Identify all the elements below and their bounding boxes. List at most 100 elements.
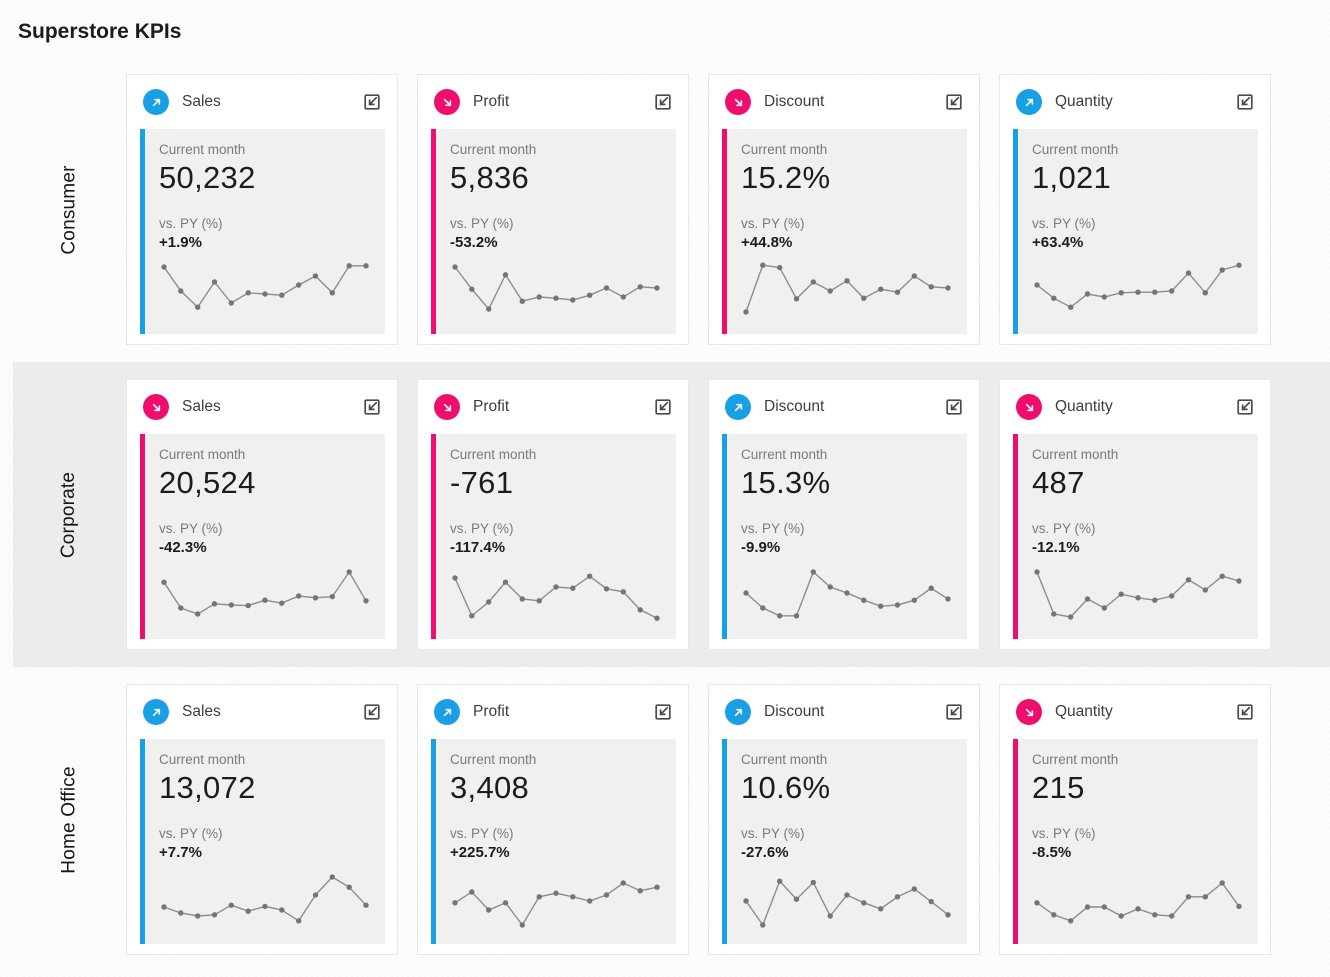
metric-title: Quantity bbox=[1055, 398, 1113, 415]
metric-title: Sales bbox=[182, 93, 221, 110]
current-month-value: 10.6% bbox=[741, 770, 831, 805]
current-month-label: Current month bbox=[1032, 447, 1119, 462]
metric-title: Quantity bbox=[1055, 93, 1113, 110]
kpi-panel: Current month 50,232 vs. PY (%) +1.9% bbox=[140, 129, 385, 334]
drill-down-icon[interactable] bbox=[944, 397, 964, 417]
current-month-value: 5,836 bbox=[450, 160, 530, 195]
metric-title: Discount bbox=[764, 93, 825, 110]
vs-py-value: +1.9% bbox=[159, 234, 202, 251]
kpi-card-home-office-discount: Discount Current month 10.6% vs. PY (%) … bbox=[708, 684, 980, 955]
drill-down-icon[interactable] bbox=[944, 92, 964, 112]
kpi-panel: Current month 13,072 vs. PY (%) +7.7% bbox=[140, 739, 385, 944]
drill-down-icon[interactable] bbox=[1235, 397, 1255, 417]
vs-py-label: vs. PY (%) bbox=[741, 826, 805, 841]
current-month-label: Current month bbox=[450, 752, 537, 767]
vs-py-value: -117.4% bbox=[450, 539, 506, 556]
segment-row-home-office: Home Office Sales Current month 13,072 v… bbox=[13, 667, 1330, 972]
kpi-panel: Current month 15.2% vs. PY (%) +44.8% bbox=[722, 129, 967, 334]
trend-up-icon bbox=[434, 699, 460, 725]
vs-py-value: +44.8% bbox=[741, 234, 793, 251]
vs-py-value: -27.6% bbox=[741, 844, 789, 861]
vs-py-value: +7.7% bbox=[159, 844, 202, 861]
sparkline-chart[interactable] bbox=[1032, 558, 1244, 628]
kpi-card-corporate-sales: Sales Current month 20,524 vs. PY (%) -4… bbox=[126, 379, 398, 650]
current-month-label: Current month bbox=[159, 142, 246, 157]
sparkline-chart[interactable] bbox=[741, 558, 953, 628]
sparkline-chart[interactable] bbox=[450, 253, 662, 323]
drill-down-icon[interactable] bbox=[362, 397, 382, 417]
sparkline-chart[interactable] bbox=[741, 863, 953, 933]
current-month-label: Current month bbox=[1032, 752, 1119, 767]
drill-down-icon[interactable] bbox=[653, 92, 673, 112]
kpi-card-home-office-quantity: Quantity Current month 215 vs. PY (%) -8… bbox=[999, 684, 1271, 955]
current-month-label: Current month bbox=[1032, 142, 1119, 157]
vs-py-value: -9.9% bbox=[741, 539, 781, 556]
kpi-card-corporate-discount: Discount Current month 15.3% vs. PY (%) … bbox=[708, 379, 980, 650]
current-month-value: 15.2% bbox=[741, 160, 831, 195]
sparkline-chart[interactable] bbox=[450, 863, 662, 933]
row-label-home-office: Home Office bbox=[58, 765, 80, 874]
metric-title: Sales bbox=[182, 703, 221, 720]
vs-py-label: vs. PY (%) bbox=[159, 216, 223, 231]
kpi-card-consumer-profit: Profit Current month 5,836 vs. PY (%) -5… bbox=[417, 74, 689, 345]
kpi-panel: Current month 3,408 vs. PY (%) +225.7% bbox=[431, 739, 676, 944]
metric-title: Profit bbox=[473, 93, 510, 110]
vs-py-value: -42.3% bbox=[159, 539, 207, 556]
vs-py-value: +225.7% bbox=[450, 844, 510, 861]
vs-py-label: vs. PY (%) bbox=[1032, 216, 1096, 231]
current-month-label: Current month bbox=[741, 142, 828, 157]
trend-down-icon bbox=[143, 394, 169, 420]
kpi-panel: Current month 5,836 vs. PY (%) -53.2% bbox=[431, 129, 676, 334]
vs-py-label: vs. PY (%) bbox=[741, 521, 805, 536]
current-month-label: Current month bbox=[159, 447, 246, 462]
current-month-value: 3,408 bbox=[450, 770, 530, 805]
sparkline-chart[interactable] bbox=[450, 558, 662, 628]
metric-title: Sales bbox=[182, 398, 221, 415]
vs-py-value: -8.5% bbox=[1032, 844, 1072, 861]
metric-title: Quantity bbox=[1055, 703, 1113, 720]
trend-down-icon bbox=[434, 89, 460, 115]
metric-title: Discount bbox=[764, 703, 825, 720]
vs-py-label: vs. PY (%) bbox=[450, 216, 514, 231]
sparkline-chart[interactable] bbox=[159, 558, 371, 628]
vs-py-label: vs. PY (%) bbox=[159, 826, 223, 841]
kpi-panel: Current month 15.3% vs. PY (%) -9.9% bbox=[722, 434, 967, 639]
current-month-value: 20,524 bbox=[159, 465, 256, 500]
kpi-card-corporate-profit: Profit Current month -761 vs. PY (%) -11… bbox=[417, 379, 689, 650]
current-month-label: Current month bbox=[741, 447, 828, 462]
current-month-label: Current month bbox=[450, 447, 537, 462]
sparkline-chart[interactable] bbox=[159, 253, 371, 323]
kpi-panel: Current month -761 vs. PY (%) -117.4% bbox=[431, 434, 676, 639]
drill-down-icon[interactable] bbox=[944, 702, 964, 722]
drill-down-icon[interactable] bbox=[362, 702, 382, 722]
kpi-card-consumer-discount: Discount Current month 15.2% vs. PY (%) … bbox=[708, 74, 980, 345]
kpi-panel: Current month 1,021 vs. PY (%) +63.4% bbox=[1013, 129, 1258, 334]
trend-up-icon bbox=[143, 89, 169, 115]
drill-down-icon[interactable] bbox=[1235, 92, 1255, 112]
vs-py-label: vs. PY (%) bbox=[1032, 521, 1096, 536]
current-month-value: 215 bbox=[1032, 770, 1085, 805]
sparkline-chart[interactable] bbox=[741, 253, 953, 323]
sparkline-chart[interactable] bbox=[1032, 253, 1244, 323]
kpi-panel: Current month 487 vs. PY (%) -12.1% bbox=[1013, 434, 1258, 639]
drill-down-icon[interactable] bbox=[653, 397, 673, 417]
kpi-panel: Current month 20,524 vs. PY (%) -42.3% bbox=[140, 434, 385, 639]
row-label-consumer: Consumer bbox=[58, 164, 80, 255]
kpi-card-consumer-sales: Sales Current month 50,232 vs. PY (%) +1… bbox=[126, 74, 398, 345]
kpi-card-home-office-sales: Sales Current month 13,072 vs. PY (%) +7… bbox=[126, 684, 398, 955]
kpi-panel: Current month 215 vs. PY (%) -8.5% bbox=[1013, 739, 1258, 944]
vs-py-label: vs. PY (%) bbox=[1032, 826, 1096, 841]
drill-down-icon[interactable] bbox=[1235, 702, 1255, 722]
sparkline-chart[interactable] bbox=[1032, 863, 1244, 933]
current-month-label: Current month bbox=[159, 752, 246, 767]
sparkline-chart[interactable] bbox=[159, 863, 371, 933]
trend-down-icon bbox=[434, 394, 460, 420]
row-label-corporate: Corporate bbox=[58, 471, 80, 558]
current-month-value: 50,232 bbox=[159, 160, 256, 195]
segment-row-corporate: Corporate Sales Current month 20,524 vs.… bbox=[13, 362, 1330, 667]
current-month-value: 13,072 bbox=[159, 770, 256, 805]
metric-title: Discount bbox=[764, 398, 825, 415]
drill-down-icon[interactable] bbox=[362, 92, 382, 112]
drill-down-icon[interactable] bbox=[653, 702, 673, 722]
trend-down-icon bbox=[1016, 699, 1042, 725]
